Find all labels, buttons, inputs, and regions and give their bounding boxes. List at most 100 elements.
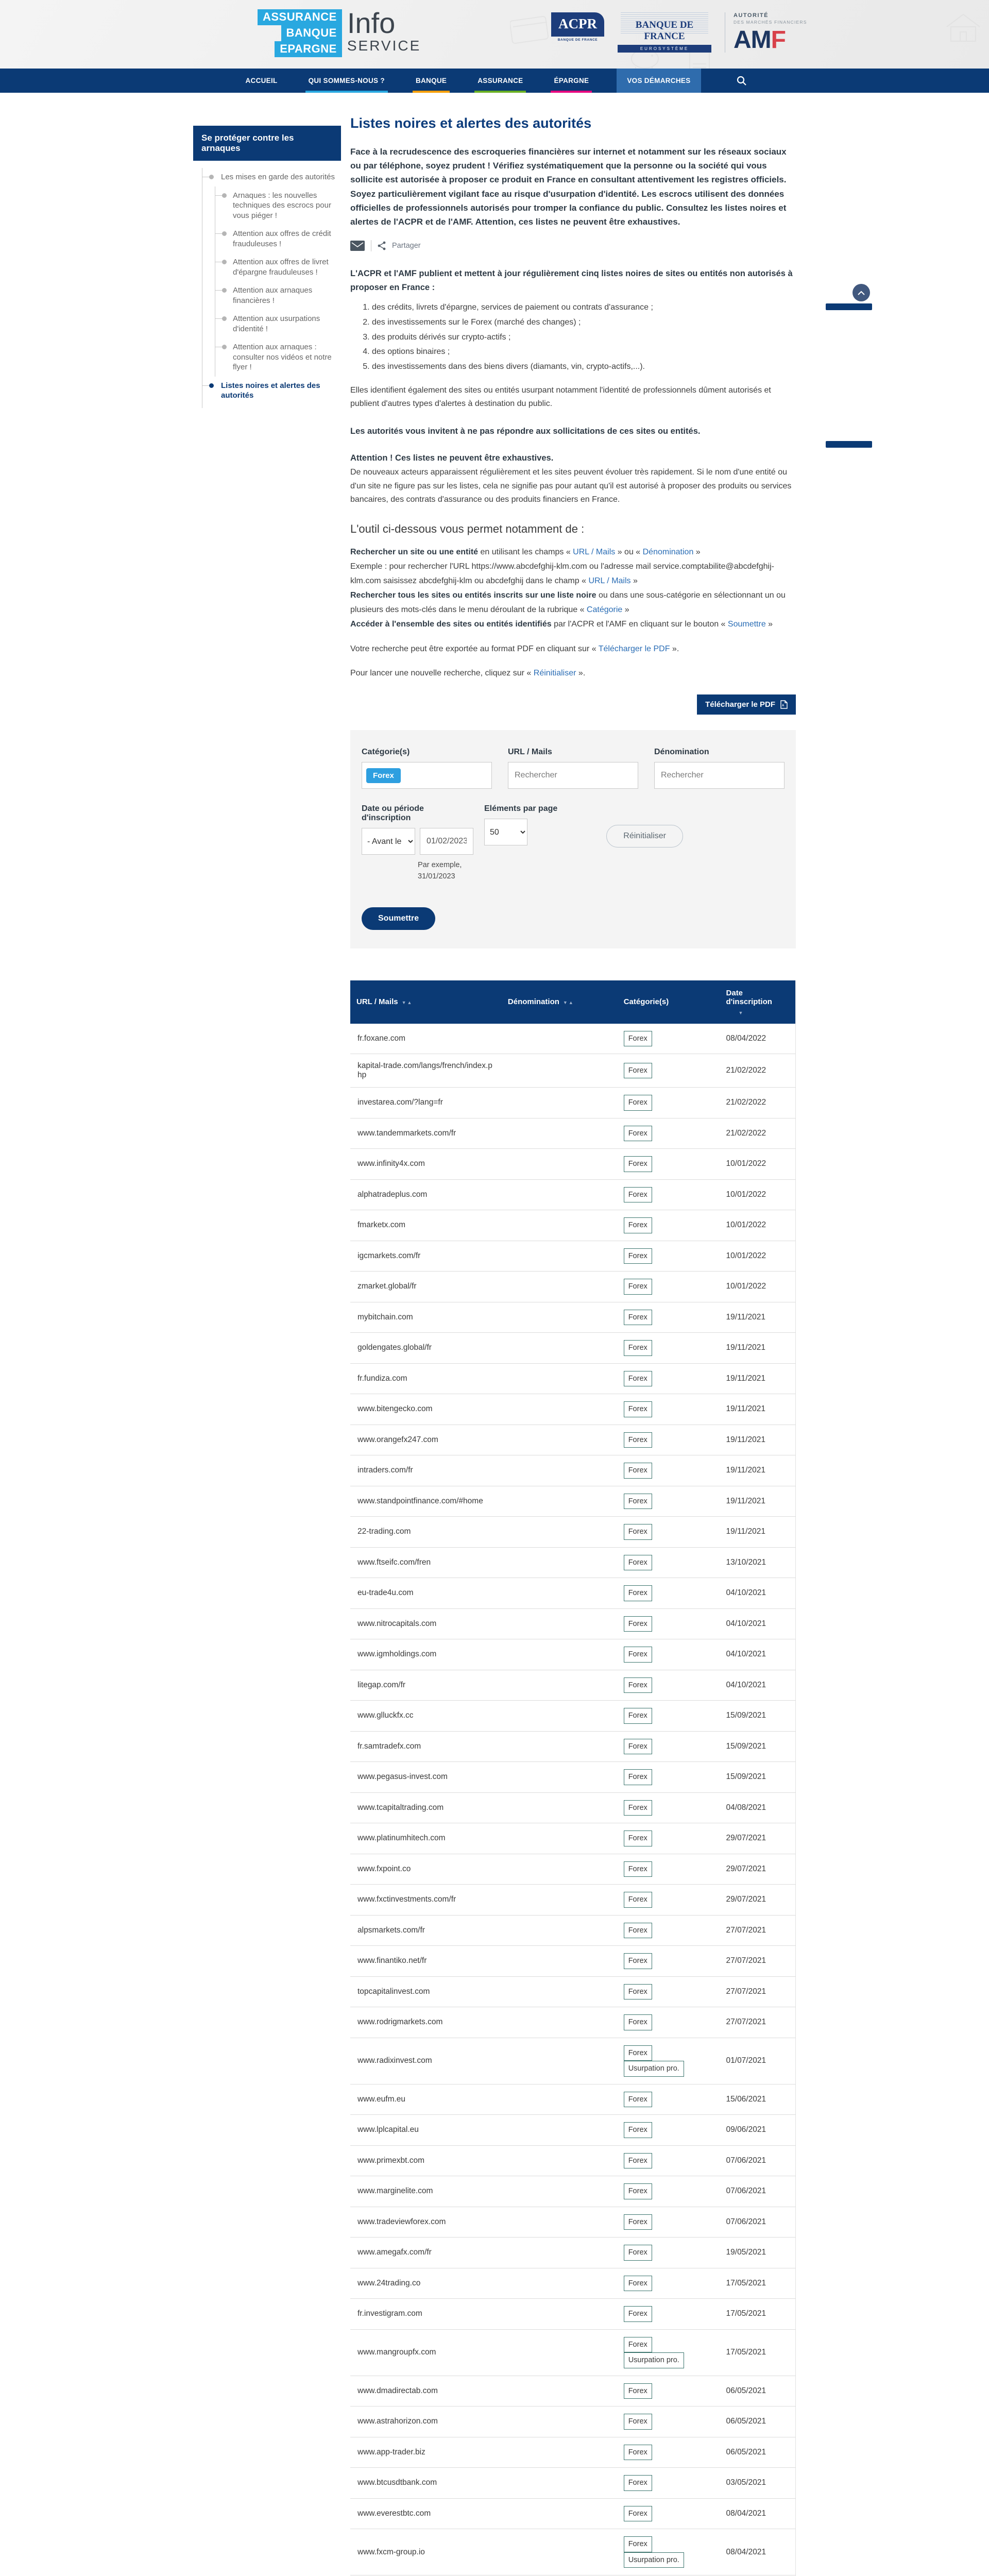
- share-label[interactable]: Partager: [392, 242, 421, 250]
- banque-de-france-logo[interactable]: BANQUE DE FRANCE EUROSYSTÈME: [618, 12, 711, 53]
- cell-denomination: [502, 1455, 618, 1486]
- side-widget-tab-2[interactable]: [826, 441, 872, 448]
- cell-date: 27/07/2021: [720, 1915, 796, 1946]
- nav-item--pargne[interactable]: ÉPARGNE: [551, 69, 592, 93]
- cell-date: 08/04/2021: [720, 2575, 796, 2576]
- table-row: kapital-trade.com/langs/french/index.php…: [350, 1054, 796, 1088]
- cell-categories: Forex: [618, 1608, 720, 1639]
- category-badge: Forex: [624, 1585, 652, 1601]
- url-mails-input[interactable]: [508, 762, 638, 789]
- sidebar-item[interactable]: Les mises en garde des autorités: [202, 168, 341, 187]
- blacklist-type-item: des investissements sur le Forex (marché…: [372, 315, 796, 330]
- category-badge: Forex: [624, 1555, 652, 1571]
- inline-link[interactable]: Dénomination: [643, 548, 694, 556]
- submit-button[interactable]: Soumettre: [362, 907, 435, 930]
- cell-url: www.bitengecko.com: [350, 1394, 502, 1425]
- cell-url: www.lplcapital.eu: [350, 2115, 502, 2146]
- mail-icon[interactable]: [350, 241, 365, 251]
- category-badge: Forex: [624, 2337, 652, 2353]
- sidebar-item[interactable]: Arnaques : les nouvelles techniques des …: [215, 187, 341, 225]
- category-badge: Forex: [624, 1095, 652, 1111]
- category-chip-forex[interactable]: Forex: [366, 768, 401, 783]
- share-icon[interactable]: [378, 241, 386, 250]
- paragraph-lists-intro: L'ACPR et l'AMF publient et mettent à jo…: [350, 267, 796, 294]
- denomination-input[interactable]: [654, 762, 785, 789]
- paragraph-warning-solicitations: Les autorités vous invitent à ne pas rép…: [350, 425, 796, 438]
- cell-categories: Forex: [618, 2207, 720, 2238]
- sidebar-item[interactable]: Attention aux usurpations d'identité !: [215, 310, 341, 338]
- category-badge: Forex: [624, 1984, 652, 2000]
- cell-categories: Forex: [618, 2084, 720, 2115]
- sidebar-item[interactable]: Attention aux arnaques financières !: [215, 281, 341, 310]
- inline-link[interactable]: URL / Mails: [588, 577, 630, 585]
- search-icon[interactable]: [736, 69, 747, 93]
- cell-categories: Forex: [618, 1823, 720, 1854]
- amf-logo[interactable]: AUTORITÉ DES MARCHÉS FINANCIERS AMF: [725, 12, 807, 53]
- category-field[interactable]: Forex: [362, 762, 492, 789]
- date-label: Date ou période d'inscription: [362, 804, 473, 823]
- acpr-logo-subtext: BANQUE DE FRANCE: [551, 38, 604, 42]
- inline-link[interactable]: Soumettre: [728, 620, 766, 629]
- sort-icons-url[interactable]: ▼▲: [402, 1000, 413, 1005]
- cell-date: 08/04/2021: [720, 2529, 796, 2575]
- reset-button[interactable]: Réinitialiser: [606, 825, 683, 848]
- blacklist-type-item: des options binaires ;: [372, 345, 796, 360]
- nav-item-accueil[interactable]: ACCUEIL: [242, 69, 280, 93]
- instruction-search-all: Rechercher tous les sites ou entités ins…: [350, 588, 796, 617]
- table-header-url[interactable]: URL / Mails▼▲: [350, 980, 502, 1024]
- per-page-select[interactable]: 50: [484, 819, 527, 845]
- nav-item-vos-d-marches[interactable]: VOS DÉMARCHES: [617, 69, 701, 93]
- cell-url: mybitchain.com: [350, 1302, 502, 1333]
- nav-underline: [413, 91, 450, 93]
- table-header-date[interactable]: Date d'inscription▼: [720, 980, 796, 1024]
- category-badge: Forex: [624, 2414, 652, 2430]
- nav-item-banque[interactable]: BANQUE: [413, 69, 450, 93]
- download-pdf-button[interactable]: Télécharger le PDF A: [697, 694, 796, 715]
- cell-url: igcmarkets.com/fr: [350, 1241, 502, 1272]
- banque-de-france-logo-text: BANQUE DE FRANCE: [618, 20, 711, 42]
- sort-icons-denomination[interactable]: ▼▲: [563, 1000, 574, 1005]
- sidebar-item[interactable]: Attention aux offres de livret d'épargne…: [215, 253, 341, 281]
- category-badge: Usurpation pro.: [624, 2061, 684, 2077]
- acpr-logo[interactable]: ACPR BANQUE DE FRANCE: [551, 12, 604, 42]
- cell-url: fmarketx.com: [350, 1210, 502, 1241]
- nav-item-assurance[interactable]: ASSURANCE: [474, 69, 526, 93]
- cell-denomination: [502, 1149, 618, 1180]
- cell-date: 10/01/2022: [720, 1241, 796, 1272]
- blacklist-table: URL / Mails▼▲ Dénomination▼▲ Catégorie(s…: [350, 980, 796, 2576]
- sidebar-item[interactable]: Listes noires et alertes des autorités: [202, 377, 341, 405]
- inline-link[interactable]: Télécharger le PDF: [599, 645, 670, 653]
- category-badge: Forex: [624, 2014, 652, 2030]
- table-header-denomination[interactable]: Dénomination▼▲: [502, 980, 618, 1024]
- house-watermark-icon: [943, 11, 984, 43]
- cell-date: 29/07/2021: [720, 1854, 796, 1885]
- date-mode-select[interactable]: - Avant le -: [362, 828, 415, 855]
- cell-denomination: [502, 2498, 618, 2529]
- inline-link[interactable]: URL / Mails: [573, 548, 615, 556]
- site-logo[interactable]: ASSURANCE BANQUE EPARGNE Info SERVICE: [258, 9, 421, 57]
- cell-url: fr.fundiza.com: [350, 1363, 502, 1394]
- table-header-category[interactable]: Catégorie(s): [618, 980, 720, 1024]
- inline-link[interactable]: Catégorie: [587, 605, 622, 614]
- sidebar-item[interactable]: Attention aux offres de crédit frauduleu…: [215, 225, 341, 253]
- cell-denomination: [502, 1731, 618, 1762]
- cell-date: 04/08/2021: [720, 1792, 796, 1823]
- inline-link[interactable]: Réinitialiser: [534, 669, 576, 677]
- sidebar-item[interactable]: Attention aux arnaques : consulter nos v…: [215, 338, 341, 377]
- nav-item-qui-sommes-nous-[interactable]: QUI SOMMES-NOUS ?: [305, 69, 388, 93]
- sort-icon-date-desc[interactable]: ▼: [739, 1010, 789, 1015]
- intro-paragraph: Face à la recrudescence des escroqueries…: [350, 145, 796, 229]
- scroll-to-top-button[interactable]: [852, 284, 870, 301]
- category-badge: Forex: [624, 1432, 652, 1448]
- side-widget-tab-1[interactable]: [826, 303, 872, 310]
- category-badge: Forex: [624, 2122, 652, 2138]
- date-input[interactable]: [420, 828, 473, 855]
